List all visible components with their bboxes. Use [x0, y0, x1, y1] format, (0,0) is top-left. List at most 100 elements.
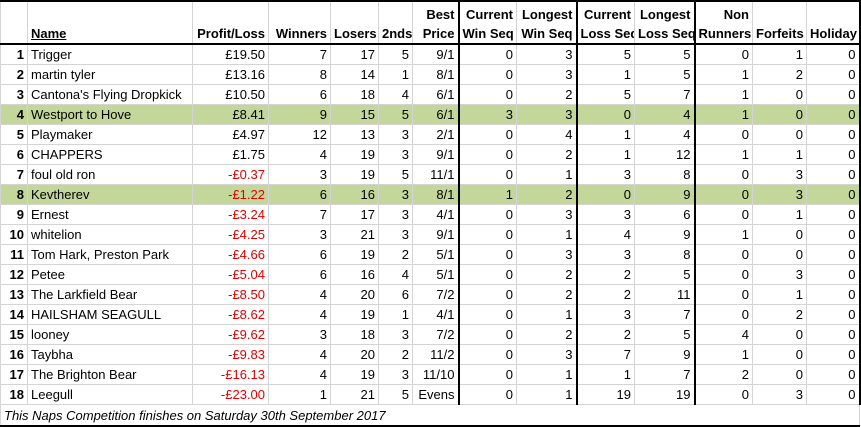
cell: 0	[457, 264, 517, 285]
cell: 17	[330, 204, 379, 225]
cell: 4	[268, 284, 331, 305]
cell: -£9.83	[192, 344, 269, 365]
cell: 5	[378, 384, 413, 405]
cell: 12	[268, 124, 331, 145]
cell: 1	[752, 284, 807, 305]
cell: 2	[516, 184, 577, 205]
cell: 0	[806, 164, 861, 185]
cell: 7	[268, 43, 331, 65]
cell: 0	[693, 204, 753, 225]
player-name: Kevtherev	[27, 184, 193, 205]
cell: 9/1	[412, 144, 459, 165]
cell: 0	[457, 244, 517, 265]
header-line: Current	[584, 7, 631, 22]
cell: 0	[457, 64, 517, 85]
player-name: Petee	[27, 264, 193, 285]
cell: 3	[378, 184, 413, 205]
cell: 9/1	[412, 43, 459, 65]
cell: 1	[457, 184, 517, 205]
cell: 0	[693, 244, 753, 265]
cell: 7/2	[412, 324, 459, 345]
cell: 3	[752, 264, 807, 285]
cell: 0	[457, 164, 517, 185]
cell: 9	[634, 344, 695, 365]
cell: 13	[330, 124, 379, 145]
cell: 2	[575, 284, 635, 305]
cell: £13.16	[192, 64, 269, 85]
player-name: martin tyler	[27, 64, 193, 85]
cell: -£23.00	[192, 384, 269, 405]
cell: 3	[752, 384, 807, 405]
player-name: Ernest	[27, 204, 193, 225]
cell: 4	[268, 364, 331, 385]
cell: 4	[268, 144, 331, 165]
standing-row: 10 whitelion -£4.25 3 21 3 9/1 0 1 4 9 1 0 0	[0, 224, 861, 245]
cell: £19.50	[192, 43, 269, 65]
cell: 5	[575, 84, 635, 105]
cell: 0	[806, 184, 861, 205]
rank: 9	[0, 204, 28, 225]
cell: 20	[330, 344, 379, 365]
cell: 2	[378, 344, 413, 365]
header-line: Loss Seq	[580, 26, 635, 41]
cell: 5	[634, 264, 695, 285]
header-line: Holiday	[810, 26, 857, 41]
cell: 6	[378, 284, 413, 305]
cell: 11/1	[412, 164, 459, 185]
header-line: Current	[466, 7, 513, 22]
cell: 1	[575, 124, 635, 145]
cell: 0	[806, 284, 861, 305]
cell: 5	[575, 43, 635, 65]
cell: -£4.25	[192, 224, 269, 245]
cell: 1	[516, 304, 577, 325]
cell: 0	[806, 344, 861, 365]
footer-note: This Naps Competition finishes on Saturd…	[0, 404, 860, 427]
cell: 7	[634, 364, 695, 385]
standing-row: 5 Playmaker £4.97 12 13 3 2/1 0 4 1 4 0 0 0	[0, 124, 861, 145]
player-name: looney	[27, 324, 193, 345]
standing-row: 1 Trigger £19.50 7 17 5 9/1 0 3 5 5 0 1 0	[0, 43, 861, 65]
header-line: 2nds	[382, 26, 413, 41]
cell: 0	[752, 364, 807, 385]
cell: 3	[516, 244, 577, 265]
cell: 14	[330, 64, 379, 85]
cell: 0	[457, 224, 517, 245]
standing-row: 17 The Brighton Bear -£16.13 4 19 3 11/10 0 1 1 7 2…	[0, 364, 861, 385]
cell: 0	[806, 324, 861, 345]
player-name: Taybha	[27, 344, 193, 365]
cell: 1	[752, 43, 807, 65]
header-line: Win Seq	[462, 26, 514, 41]
cell: -£16.13	[192, 364, 269, 385]
header-line: Longest	[521, 7, 573, 22]
cell: -£4.66	[192, 244, 269, 265]
cell: 0	[693, 384, 753, 405]
cell: 6/1	[412, 104, 459, 125]
player-name: HAILSHAM SEAGULL	[27, 304, 193, 325]
cell: 7	[268, 204, 331, 225]
standing-row: 8 Kevtherev -£1.22 6 16 3 8/1 1 2 0 9 0 3 0	[0, 184, 861, 205]
cell: 0	[457, 384, 517, 405]
cell: 19	[575, 384, 635, 405]
cell: 8/1	[412, 184, 459, 205]
standing-row: 18 Leegull -£23.00 1 21 5 Evens 0 1 19 19 0 3 0	[0, 384, 861, 405]
rank: 3	[0, 84, 28, 105]
cell: 0	[693, 184, 753, 205]
cell: 3	[516, 344, 577, 365]
cell: 3	[378, 364, 413, 385]
cell: 3	[378, 224, 413, 245]
column-header: Current Win Seq	[457, 0, 517, 45]
player-name: Cantona's Flying Dropkick	[27, 84, 193, 105]
cell: 0	[693, 43, 753, 65]
cell: 6	[268, 184, 331, 205]
cell: 0	[806, 244, 861, 265]
cell: 19	[330, 304, 379, 325]
cell: -£0.37	[192, 164, 269, 185]
cell: £4.97	[192, 124, 269, 145]
rank: 8	[0, 184, 28, 205]
cell: 4	[268, 304, 331, 325]
cell: 3	[575, 304, 635, 325]
cell: 6	[634, 204, 695, 225]
cell: 6/1	[412, 84, 459, 105]
column-header: Non Runners	[693, 0, 753, 45]
cell: 0	[806, 84, 861, 105]
